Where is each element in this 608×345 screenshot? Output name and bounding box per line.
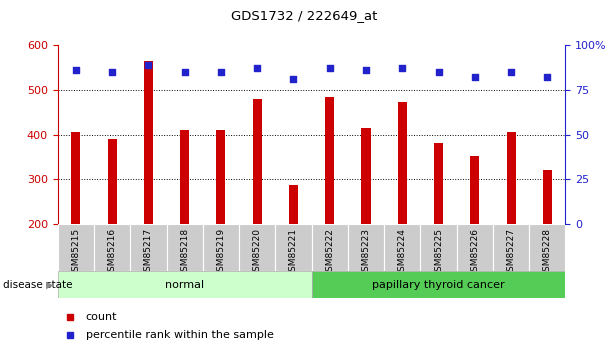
FancyBboxPatch shape: [203, 224, 239, 271]
Bar: [543, 169, 552, 224]
FancyBboxPatch shape: [167, 224, 203, 271]
Bar: [180, 130, 189, 224]
Bar: [470, 156, 479, 224]
Bar: [144, 61, 153, 224]
Text: GSM85226: GSM85226: [470, 228, 479, 277]
Point: [506, 69, 516, 75]
FancyBboxPatch shape: [58, 271, 311, 298]
Point: [180, 69, 190, 75]
Point: [542, 75, 552, 80]
Text: GSM85224: GSM85224: [398, 228, 407, 277]
Text: GSM85221: GSM85221: [289, 228, 298, 277]
FancyBboxPatch shape: [311, 271, 565, 298]
Text: GSM85227: GSM85227: [506, 228, 516, 277]
Text: GDS1732 / 222649_at: GDS1732 / 222649_at: [231, 9, 377, 22]
Text: GSM85223: GSM85223: [362, 228, 370, 277]
Text: GSM85217: GSM85217: [144, 228, 153, 277]
Text: GSM85218: GSM85218: [180, 228, 189, 277]
Text: GSM85220: GSM85220: [253, 228, 261, 277]
Text: disease state: disease state: [3, 280, 72, 289]
FancyBboxPatch shape: [58, 224, 94, 271]
Text: count: count: [86, 312, 117, 322]
Point: [107, 69, 117, 75]
Point: [216, 69, 226, 75]
Bar: [362, 128, 370, 224]
Text: GSM85225: GSM85225: [434, 228, 443, 277]
Text: GSM85222: GSM85222: [325, 228, 334, 277]
Text: GSM85228: GSM85228: [543, 228, 552, 277]
FancyBboxPatch shape: [529, 224, 565, 271]
FancyBboxPatch shape: [94, 224, 130, 271]
Bar: [434, 142, 443, 224]
Text: GSM85215: GSM85215: [71, 228, 80, 277]
FancyBboxPatch shape: [311, 224, 348, 271]
FancyBboxPatch shape: [130, 224, 167, 271]
Bar: [398, 102, 407, 224]
FancyBboxPatch shape: [420, 224, 457, 271]
Point: [361, 67, 371, 73]
FancyBboxPatch shape: [493, 224, 529, 271]
Bar: [506, 132, 516, 224]
FancyBboxPatch shape: [348, 224, 384, 271]
Point: [434, 69, 443, 75]
Text: GSM85216: GSM85216: [108, 228, 117, 277]
Bar: [216, 130, 226, 224]
FancyBboxPatch shape: [239, 224, 275, 271]
Point: [143, 62, 153, 67]
Text: GSM85219: GSM85219: [216, 228, 226, 277]
Point: [289, 76, 299, 82]
FancyBboxPatch shape: [384, 224, 420, 271]
Point: [325, 66, 334, 71]
Bar: [325, 97, 334, 224]
Text: papillary thyroid cancer: papillary thyroid cancer: [372, 280, 505, 289]
Text: percentile rank within the sample: percentile rank within the sample: [86, 331, 274, 340]
Point: [252, 66, 262, 71]
Bar: [253, 99, 261, 224]
Bar: [289, 185, 298, 224]
Point: [71, 67, 81, 73]
Text: ▶: ▶: [46, 280, 54, 289]
FancyBboxPatch shape: [457, 224, 493, 271]
Text: normal: normal: [165, 280, 204, 289]
FancyBboxPatch shape: [275, 224, 311, 271]
Bar: [71, 132, 80, 224]
Point: [398, 66, 407, 71]
Point: [470, 75, 480, 80]
Bar: [108, 139, 117, 224]
